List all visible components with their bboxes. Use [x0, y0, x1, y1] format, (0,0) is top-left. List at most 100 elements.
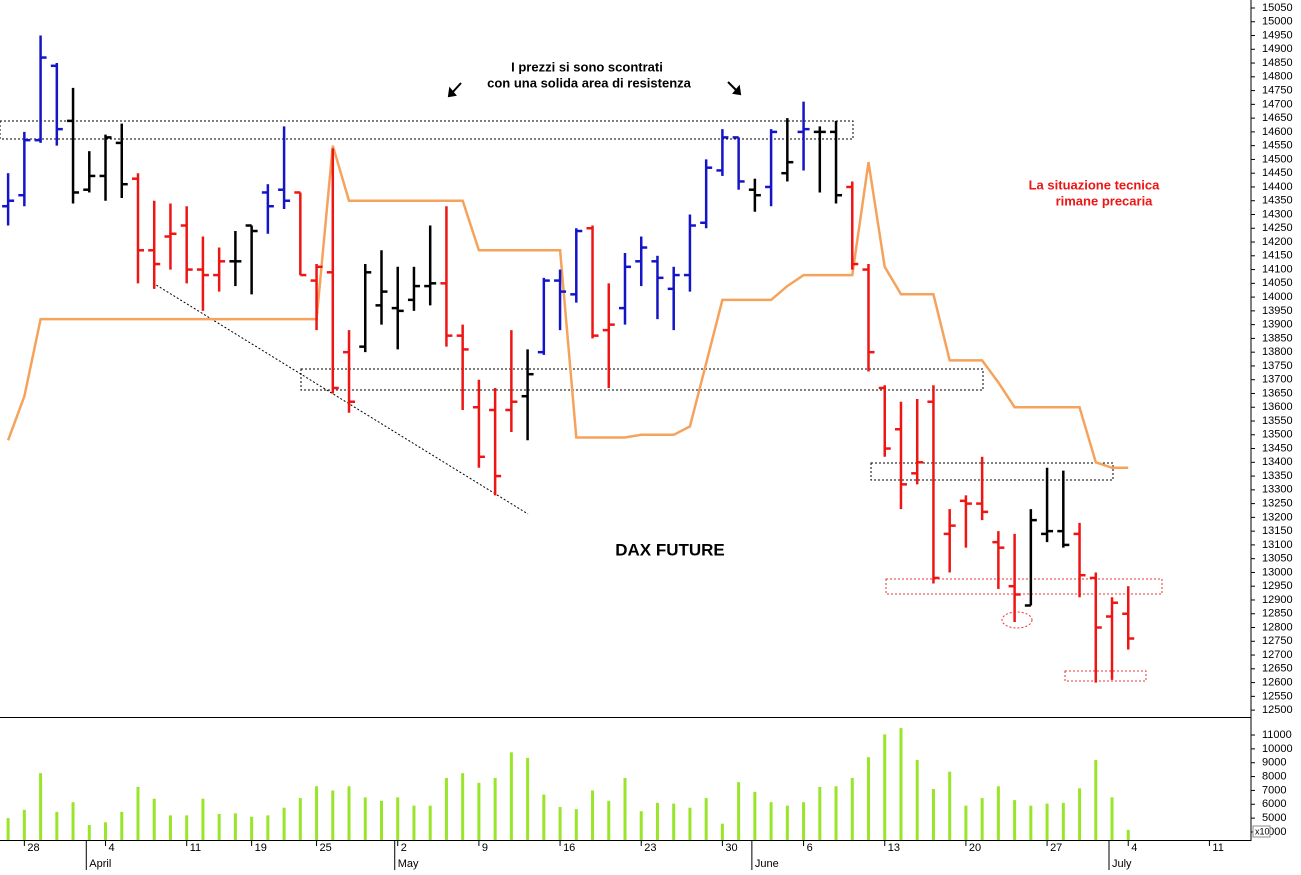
y-tick-label: 14800 [1262, 71, 1293, 83]
y-tick-label: 14900 [1262, 43, 1293, 55]
volume-bar [639, 811, 643, 840]
volume-bar [867, 757, 871, 840]
y-tick-label: 14750 [1262, 84, 1293, 96]
y-tick-label: 14650 [1262, 112, 1293, 124]
y-tick-label: 14950 [1262, 29, 1293, 41]
volume-bar [168, 815, 172, 840]
volume-bar [672, 803, 676, 840]
volume-bar [363, 797, 367, 840]
y-tick-label: 14500 [1262, 153, 1293, 165]
x-tick-label: 30 [725, 842, 737, 854]
y-tick-label: 12550 [1262, 690, 1293, 702]
volume-bar [493, 777, 497, 840]
y-tick-label: 14450 [1262, 167, 1293, 179]
volume-bar [704, 798, 708, 840]
volume-bar [899, 728, 903, 840]
y-tick-label: 14150 [1262, 250, 1293, 262]
volume-tick-label: 6000 [1262, 798, 1286, 810]
volume-bar [444, 777, 448, 840]
volume-bar [87, 825, 91, 840]
y-tick-label: 15050 [1262, 2, 1293, 14]
volume-bar [688, 807, 692, 840]
y-tick-label: 12500 [1262, 704, 1293, 716]
trend-line-series [6, 145, 1129, 470]
support-zone [870, 462, 1114, 481]
volume-bar [1045, 803, 1049, 840]
volume-bar [996, 786, 1000, 840]
volume-bar [509, 752, 513, 840]
volume-bar [428, 805, 432, 840]
volume-bar [834, 786, 838, 840]
y-tick-label: 12800 [1262, 621, 1293, 633]
volume-tick-label: 8000 [1262, 770, 1286, 782]
y-tick-label: 13400 [1262, 456, 1293, 468]
month-label: April [89, 858, 111, 870]
volume-multiplier: x10 [1255, 826, 1270, 836]
y-tick-label: 13600 [1262, 401, 1293, 413]
arrows [447, 81, 742, 98]
y-tick-label: 14000 [1262, 291, 1293, 303]
y-tick-label: 14300 [1262, 208, 1293, 220]
volume-bar [980, 798, 984, 840]
volume-bar [152, 798, 156, 840]
x-tick-label: 6 [807, 842, 813, 854]
volume-bar [769, 802, 773, 840]
month-label: May [398, 858, 419, 870]
y-tick-label: 12950 [1262, 580, 1293, 592]
volume-bar [185, 815, 189, 840]
volume-bar [591, 790, 595, 840]
y-tick-label: 15000 [1262, 16, 1293, 28]
resistance-zone [0, 120, 854, 140]
axes [0, 0, 1252, 841]
y-tick-label: 12650 [1262, 663, 1293, 675]
y-tick-label: 14400 [1262, 181, 1293, 193]
annotation-shapes [0, 120, 1163, 682]
y-tick-label: 13750 [1262, 360, 1293, 372]
volume-bar [136, 786, 140, 840]
volume-bar [720, 823, 724, 840]
volume-bar [623, 777, 627, 840]
volume-bar [1061, 802, 1065, 840]
month-label: July [1112, 858, 1132, 870]
highlight-ellipse [1001, 611, 1033, 629]
x-tick-label: 28 [27, 842, 39, 854]
volume-bar [1029, 805, 1033, 840]
volume-bar [1094, 759, 1098, 840]
volume-tick-label: 11000 [1262, 729, 1292, 741]
volume-bar [1110, 797, 1114, 840]
volume-bar [396, 797, 400, 840]
y-tick-label: 13500 [1262, 429, 1293, 441]
volume-bar [104, 822, 108, 840]
volume-bar [542, 794, 546, 840]
x-tick-label: 20 [969, 842, 981, 854]
volume-bar [461, 773, 465, 840]
volume-bar [915, 759, 919, 840]
y-tick-label: 13650 [1262, 387, 1293, 399]
volume-bar [1126, 829, 1130, 840]
x-tick-label: 11 [1212, 842, 1223, 854]
volume-bar [298, 798, 302, 840]
volume-bar [802, 802, 806, 840]
y-tick-label: 13000 [1262, 566, 1293, 578]
volume-bar [607, 800, 611, 840]
y-tick-label: 12750 [1262, 635, 1293, 647]
y-tick-label: 14050 [1262, 277, 1293, 289]
volume-bar [315, 786, 319, 840]
volume-bar [948, 771, 952, 840]
y-tick-label: 14100 [1262, 263, 1293, 275]
y-tick-label: 12850 [1262, 608, 1293, 620]
volume-bar [737, 782, 741, 840]
x-tick-label: 13 [888, 842, 900, 854]
y-tick-label: 14350 [1262, 195, 1293, 207]
trend-line [152, 282, 529, 515]
volume-bar [347, 786, 351, 840]
month-label: June [755, 858, 779, 870]
support-zone [300, 368, 984, 391]
volume-bar [217, 813, 221, 840]
x-tick-label: 23 [644, 842, 656, 854]
x-tick-label: 2 [401, 842, 407, 854]
volume-bar [39, 773, 43, 840]
volume-bar [233, 813, 237, 840]
y-tick-label: 12900 [1262, 594, 1293, 606]
